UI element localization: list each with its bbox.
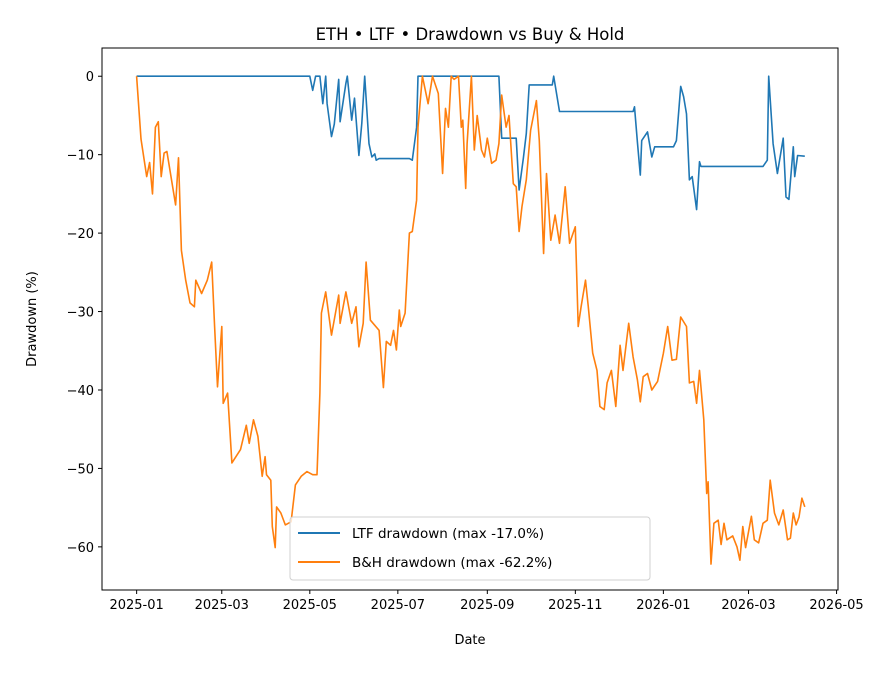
y-tick-label: −30: [67, 306, 94, 321]
y-tick-label: −60: [67, 541, 94, 556]
y-tick-label: −50: [67, 462, 94, 477]
x-axis-label: Date: [454, 633, 485, 648]
legend-label-bh: B&H drawdown (max -62.2%): [352, 555, 552, 571]
legend-label-ltf: LTF drawdown (max -17.0%): [352, 526, 544, 542]
x-tick-label: 2026-05: [809, 598, 863, 613]
y-tick-label: −10: [67, 149, 94, 164]
x-tick-label: 2025-09: [460, 598, 514, 613]
axes-frame: [101, 47, 839, 591]
x-tick-label: 2026-03: [721, 598, 775, 613]
x-tick-label: 2026-01: [636, 598, 690, 613]
x-tick-label: 2025-11: [548, 598, 602, 613]
y-tick-label: −20: [67, 227, 94, 242]
x-tick-label: 2025-03: [195, 598, 249, 613]
y-tick-label: −40: [67, 384, 94, 399]
y-tick-label: 0: [86, 70, 94, 85]
y-axis-label: Drawdown (%): [25, 271, 40, 367]
legend-box: [289, 516, 651, 581]
x-tick-label: 2025-05: [283, 598, 337, 613]
x-tick-label: 2025-01: [109, 598, 163, 613]
x-tick-label: 2025-07: [371, 598, 425, 613]
chart-title: ETH • LTF • Drawdown vs Buy & Hold: [316, 25, 625, 44]
series-line-bh: [135, 75, 806, 565]
plot-area: 2025-01 2025-03 2025-05 2025-07 2025-09 2025-…: [67, 47, 864, 613]
series-line-ltf: [136, 75, 805, 211]
legend: LTF drawdown (max -17.0%) B&H drawdown (…: [289, 516, 651, 581]
